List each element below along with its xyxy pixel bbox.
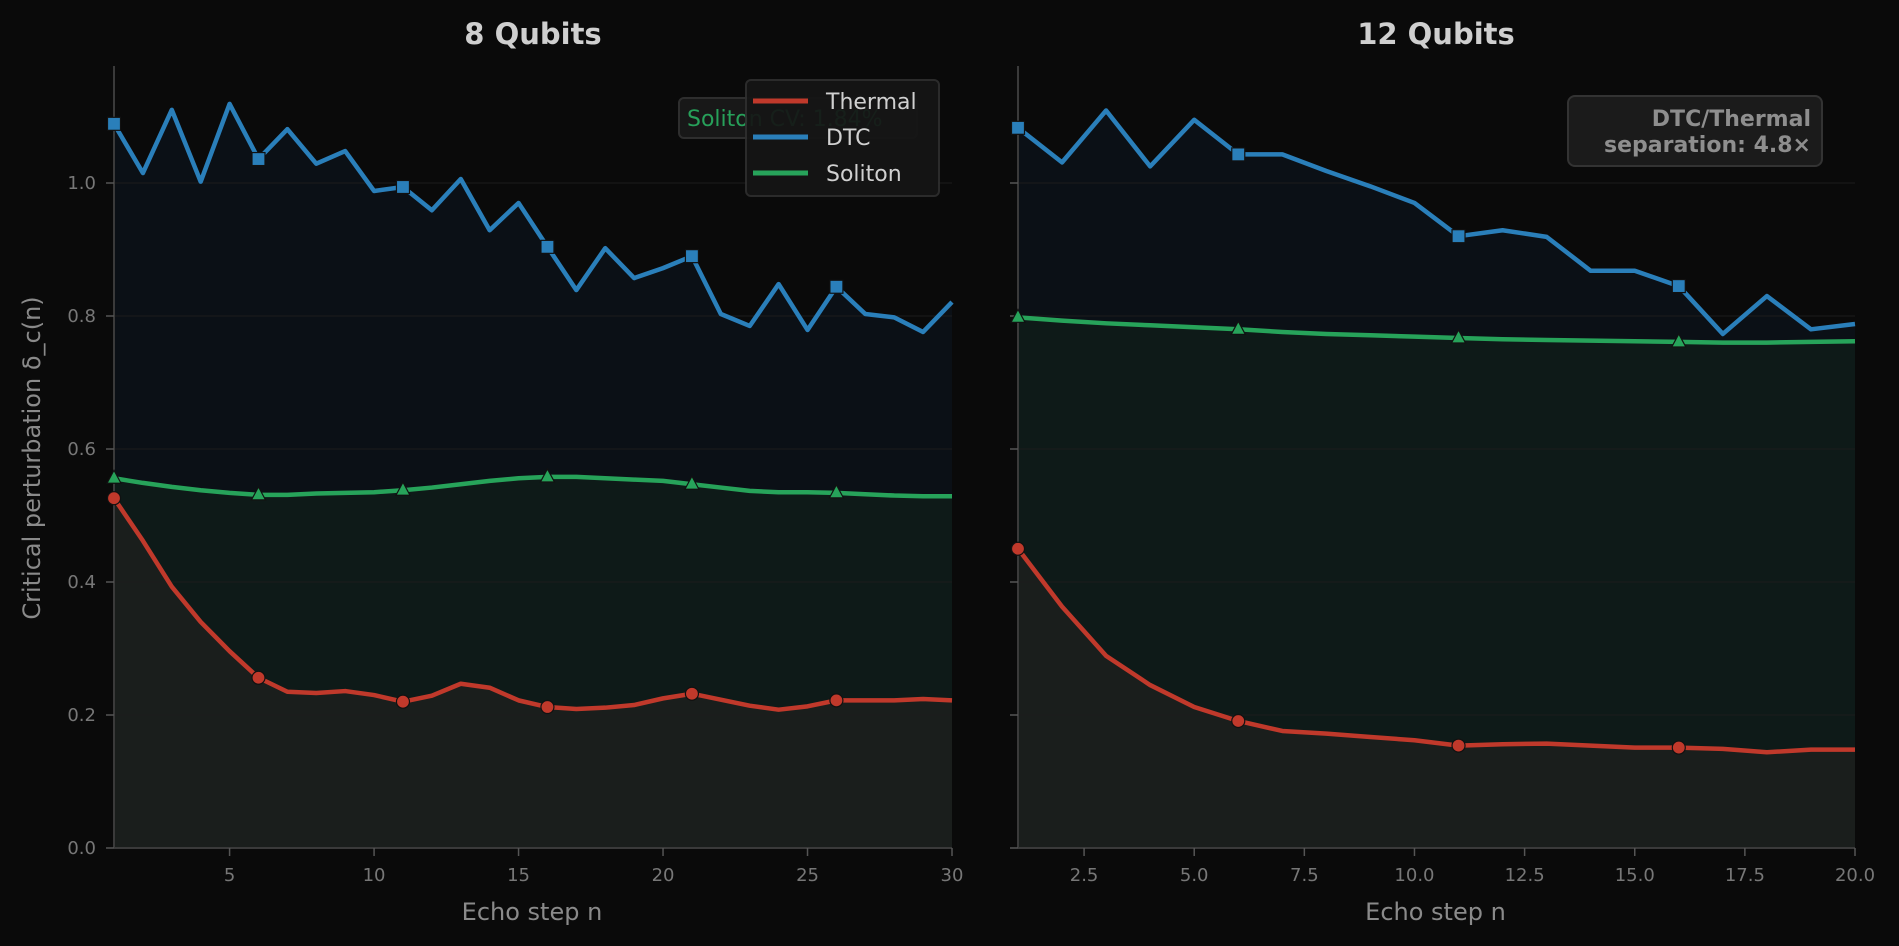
thermal-marker bbox=[395, 694, 411, 709]
thermal-marker bbox=[540, 699, 555, 715]
panel-8-qubits: 8 Qubits 0.0 0.2 0.4 0.6 0.8 1.0 5 10 15 20 25 30 Ech… bbox=[18, 17, 963, 926]
x-tick-label: 20.0 bbox=[1835, 865, 1875, 886]
separation-annotation-line: DTC/Thermal bbox=[1652, 107, 1811, 132]
x-tick-label: 15.0 bbox=[1615, 865, 1655, 886]
x-tick-label: 17.5 bbox=[1725, 865, 1765, 886]
y-axis-label: Critical perturbation δ_c(n) bbox=[18, 296, 46, 619]
y-tick-label: 1.0 bbox=[67, 173, 96, 194]
legend-label-dtc: DTC bbox=[826, 126, 870, 151]
dtc-fill-area bbox=[114, 103, 952, 497]
dtc-marker bbox=[251, 151, 266, 167]
x-tick-label: 30 bbox=[941, 865, 964, 886]
thermal-line bbox=[1016, 547, 1855, 755]
dtc-marker bbox=[829, 279, 844, 294]
chart-title: 8 Qubits bbox=[464, 17, 601, 51]
soliton-marker bbox=[1230, 320, 1247, 335]
dtc-marker bbox=[1451, 229, 1466, 244]
soliton-marker bbox=[1670, 332, 1687, 348]
thermal-marker bbox=[106, 491, 122, 506]
soliton-fill-area bbox=[114, 476, 952, 710]
dtc-marker bbox=[1010, 120, 1026, 135]
legend-label-thermal: Thermal bbox=[825, 90, 917, 115]
thermal-marker bbox=[251, 670, 266, 685]
dtc-marker bbox=[106, 116, 122, 131]
panel-12-qubits: 12 Qubits 2.5 5.0 7.5 10.0 12.5 15.0 17.5 20.0 Ec… bbox=[1009, 17, 1875, 926]
soliton-marker bbox=[250, 485, 267, 501]
y-tick-label: 0.6 bbox=[67, 439, 96, 460]
thermal-marker bbox=[1451, 738, 1466, 753]
legend: Thermal DTC Soliton bbox=[745, 79, 940, 197]
chart-title: 12 Qubits bbox=[1357, 17, 1515, 51]
x-axis-label: Echo step n bbox=[462, 898, 603, 926]
x-tick-label: 10.0 bbox=[1394, 865, 1434, 886]
dtc-line bbox=[1016, 108, 1856, 337]
x-tick-label: 12.5 bbox=[1505, 865, 1545, 886]
legend-box bbox=[745, 79, 940, 197]
y-tick-label: 0.2 bbox=[67, 705, 96, 726]
thermal-marker bbox=[1671, 740, 1686, 755]
soliton-marker bbox=[539, 467, 556, 483]
x-axis-label: Echo step n bbox=[1365, 898, 1506, 926]
dtc-marker bbox=[540, 239, 555, 254]
soliton-marker bbox=[105, 468, 123, 484]
y-tick-label: 0.8 bbox=[67, 306, 96, 327]
x-tick-label: 10 bbox=[363, 865, 386, 886]
thermal-marker bbox=[829, 693, 844, 708]
soliton-fill-area bbox=[1018, 317, 1855, 753]
thermal-marker bbox=[684, 686, 700, 701]
dtc-fill-area bbox=[1018, 110, 1855, 343]
soliton-marker bbox=[1009, 308, 1027, 323]
soliton-marker bbox=[828, 483, 845, 499]
soliton-marker bbox=[1450, 328, 1467, 344]
thermal-fill-area bbox=[114, 498, 952, 848]
x-tick-label: 15 bbox=[507, 865, 530, 886]
x-tick-label: 25 bbox=[796, 865, 819, 886]
dtc-marker bbox=[684, 249, 700, 264]
x-tick-label: 5.0 bbox=[1180, 865, 1209, 886]
y-tick-label: 0.0 bbox=[67, 838, 96, 859]
dtc-marker bbox=[1231, 147, 1246, 162]
x-tick-label: 5 bbox=[224, 865, 235, 886]
soliton-line bbox=[1017, 315, 1856, 345]
dtc-line bbox=[112, 101, 954, 335]
soliton-marker bbox=[394, 480, 411, 496]
x-tick-label: 2.5 bbox=[1070, 865, 1099, 886]
separation-annotation-line: separation: 4.8× bbox=[1604, 133, 1811, 158]
soliton-line bbox=[113, 474, 952, 499]
thermal-fill-area bbox=[1018, 548, 1855, 848]
thermal-marker bbox=[1010, 541, 1026, 556]
x-tick-label: 20 bbox=[652, 865, 675, 886]
y-tick-label: 0.4 bbox=[67, 572, 96, 593]
soliton-marker bbox=[683, 474, 700, 490]
annotation-box bbox=[1567, 95, 1823, 167]
thermal-marker bbox=[1231, 713, 1246, 729]
legend-label-soliton: Soliton bbox=[826, 162, 902, 187]
dtc-marker bbox=[395, 179, 411, 195]
x-tick-label: 7.5 bbox=[1290, 865, 1319, 886]
dtc-marker bbox=[1671, 278, 1686, 294]
